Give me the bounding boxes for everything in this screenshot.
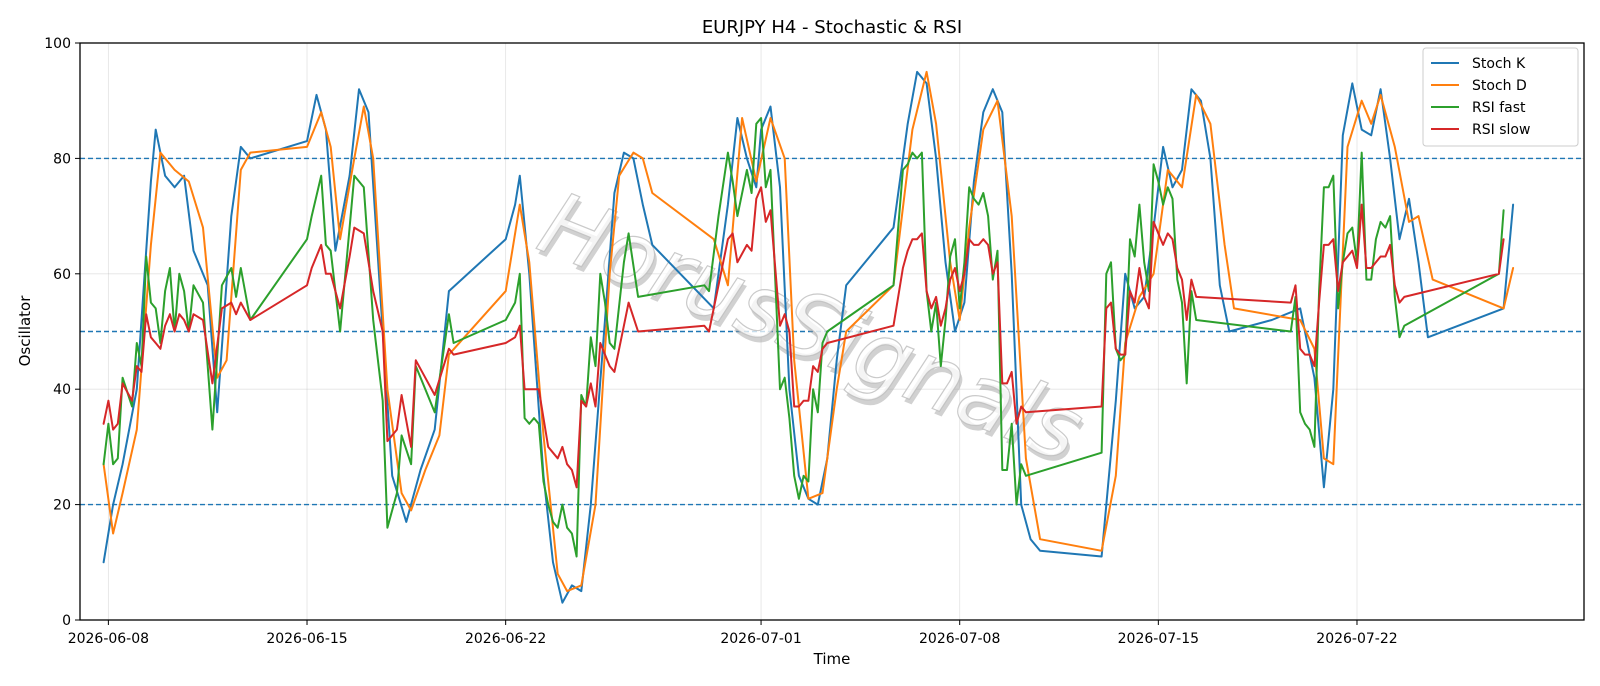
x-tick-label: 2026-07-01 bbox=[720, 631, 801, 647]
legend: Stoch K Stoch D RSI fast RSI slow bbox=[1422, 47, 1579, 147]
x-tick-label: 2026-06-22 bbox=[465, 631, 546, 647]
x-tick-label: 2026-06-15 bbox=[266, 631, 347, 647]
y-tick-label: 40 bbox=[53, 382, 71, 398]
legend-label-stoch-k: Stoch K bbox=[1472, 56, 1526, 72]
x-tick-label: 2026-07-08 bbox=[919, 631, 1000, 647]
y-tick-label: 100 bbox=[44, 36, 71, 52]
x-tick-label: 2026-07-22 bbox=[1316, 631, 1397, 647]
x-axis-title: Time bbox=[813, 650, 851, 668]
chart-title: EURJPY H4 - Stochastic & RSI bbox=[702, 17, 962, 38]
legend-label-rsi-slow: RSI slow bbox=[1472, 122, 1530, 138]
series-line-rsi-fast bbox=[102, 117, 1505, 558]
y-tick-label: 0 bbox=[62, 613, 71, 629]
series-line-stoch-d bbox=[102, 70, 1515, 593]
legend-label-rsi-fast: RSI fast bbox=[1472, 100, 1526, 116]
series-line-rsi-slow bbox=[102, 186, 1505, 489]
x-tick-label: 2026-07-15 bbox=[1118, 631, 1199, 647]
y-tick-label: 80 bbox=[53, 151, 71, 167]
series-lines bbox=[102, 70, 1515, 604]
y-axis-title: Oscillator bbox=[16, 295, 34, 367]
y-axis: 0 20 40 60 80 100 bbox=[44, 36, 80, 629]
legend-box bbox=[1422, 47, 1579, 147]
reference-lines bbox=[80, 157, 1584, 506]
series-line-stoch-k bbox=[102, 70, 1515, 604]
y-tick-label: 20 bbox=[53, 498, 71, 514]
y-tick-label: 60 bbox=[53, 267, 71, 283]
x-tick-label: 2026-06-08 bbox=[68, 631, 149, 647]
legend-label-stoch-d: Stoch D bbox=[1472, 78, 1527, 94]
x-axis: 2026-06-08 2026-06-15 2026-06-22 2026-07-01… bbox=[68, 620, 1398, 647]
plot-frame bbox=[79, 42, 1585, 621]
